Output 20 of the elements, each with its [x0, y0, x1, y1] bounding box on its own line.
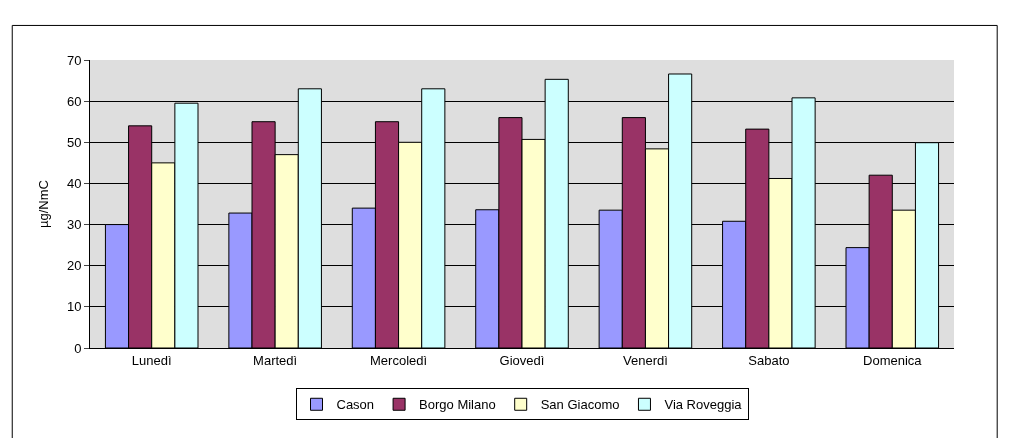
- y-tick-label: 40: [66, 175, 82, 191]
- legend-label: San Giacomo: [540, 397, 620, 413]
- legend-label: Borgo Milano: [419, 397, 496, 413]
- y-tick-label: 50: [66, 134, 82, 150]
- x-tick-label: Martedì: [253, 352, 298, 368]
- y-tick-label: 0: [74, 340, 82, 356]
- x-tick-label: Giovedì: [499, 352, 545, 368]
- legend-label: Via Roveggia: [664, 397, 743, 413]
- x-tick-label: Domenica: [863, 352, 923, 368]
- y-tick-label: 60: [66, 93, 82, 109]
- legend-label: Cason: [336, 397, 375, 413]
- y-tick-label: 70: [66, 52, 82, 68]
- x-tick-label: Mercoledì: [370, 352, 428, 368]
- x-tick-label: Lunedì: [131, 352, 172, 368]
- y-tick-label: 30: [66, 217, 82, 233]
- x-tick-label: Venerdì: [623, 352, 668, 368]
- y-axis-title: µg/NmC: [35, 180, 51, 228]
- y-tick-label: 10: [66, 299, 82, 315]
- y-tick-label: 20: [66, 258, 82, 274]
- x-tick-label: Sabato: [748, 352, 790, 368]
